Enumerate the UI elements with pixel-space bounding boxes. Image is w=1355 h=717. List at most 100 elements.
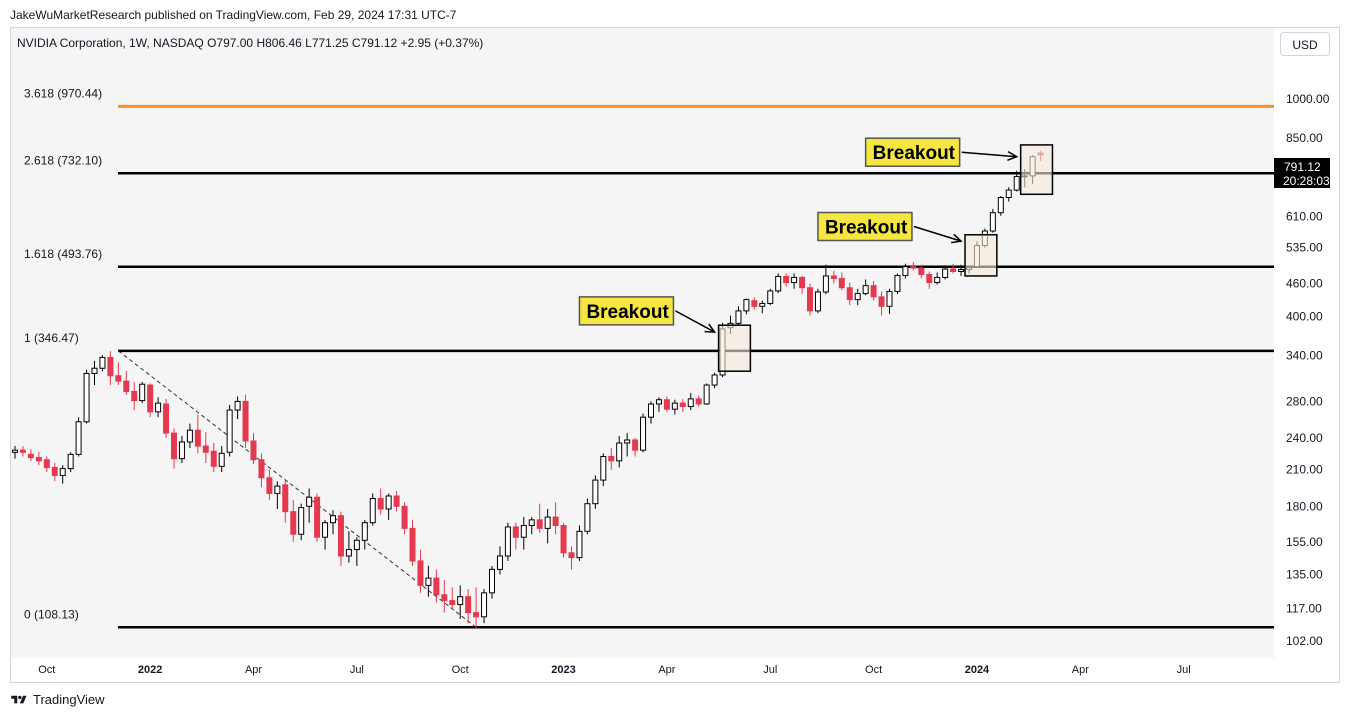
candle-body <box>163 403 170 434</box>
candle-body <box>751 300 758 307</box>
candle-body <box>767 290 774 304</box>
y-axis-tick-label: 340.00 <box>1286 348 1323 362</box>
candle-body <box>51 466 58 476</box>
candle-body <box>361 522 368 541</box>
candle-body <box>19 449 26 453</box>
candle-body <box>902 266 909 276</box>
trendline <box>118 350 477 628</box>
currency-button[interactable]: USD <box>1280 32 1330 56</box>
candle-body <box>12 449 18 453</box>
candle-body <box>290 511 297 535</box>
candle-body <box>950 268 957 272</box>
publisher-line: JakeWuMarketResearch published on Tradin… <box>10 8 457 22</box>
candle-body <box>997 197 1004 214</box>
candle-body <box>552 516 559 527</box>
candle-body <box>1005 189 1012 199</box>
candle-body <box>59 468 66 476</box>
candle-body <box>147 384 154 413</box>
y-axis-tick-label: 180.00 <box>1286 499 1323 513</box>
footer: TradingView <box>10 692 105 707</box>
y-axis-tick-label: 850.00 <box>1286 131 1323 145</box>
candle-body <box>178 441 185 460</box>
candle-body <box>846 287 853 301</box>
y-axis-tick-label: 210.00 <box>1286 463 1323 477</box>
candle-body <box>171 432 177 460</box>
breakout-arrowhead <box>951 233 963 244</box>
candle-body <box>210 450 217 467</box>
breakout-label: Breakout <box>586 302 669 323</box>
candle-body <box>433 577 440 596</box>
y-axis-tick-label: 240.00 <box>1286 431 1323 445</box>
candle-body <box>624 439 631 444</box>
candle-body <box>99 356 106 369</box>
candle-body <box>576 530 583 559</box>
candle-body <box>35 457 42 462</box>
candle-body <box>958 269 965 272</box>
fib-level-label: 0 (108.13) <box>24 607 79 621</box>
breakout-arrow <box>675 310 715 333</box>
x-axis-tick-label: 2023 <box>551 664 575 676</box>
candle-body <box>894 274 901 292</box>
x-axis-tick-label: Oct <box>452 664 469 676</box>
breakout-arrow <box>913 225 962 242</box>
candle-body <box>878 296 885 307</box>
candle-body <box>258 459 265 479</box>
y-axis-tick-label: 610.00 <box>1286 210 1323 224</box>
candle-body <box>504 526 511 557</box>
candle-body <box>687 398 694 408</box>
candle-body <box>107 356 114 377</box>
candle-body <box>862 285 869 295</box>
candle-body <box>592 479 599 505</box>
candle-body <box>377 498 384 510</box>
y-axis-tick-label: 117.00 <box>1286 602 1322 616</box>
candle-body <box>123 380 130 392</box>
candle-body <box>314 496 321 538</box>
candle-body <box>759 302 766 307</box>
candle-body <box>663 399 670 410</box>
candle-body <box>743 299 750 312</box>
breakout-box <box>964 234 998 277</box>
candle-body <box>115 375 122 382</box>
candle-body <box>282 484 289 513</box>
tradingview-logo-icon <box>11 695 27 703</box>
axes-layer: 1000.00850.00735.00610.00535.00460.00400… <box>38 92 1329 676</box>
fib-level-label: 2.618 (732.10) <box>24 153 102 167</box>
candle-body <box>496 555 503 570</box>
candle-body <box>600 456 607 481</box>
candle-body <box>536 519 543 529</box>
candle-body <box>942 268 949 278</box>
candle-body <box>528 519 535 527</box>
candle-body <box>910 266 917 269</box>
candle-body <box>671 402 678 410</box>
candle-body <box>838 277 845 289</box>
candle-body <box>679 402 686 408</box>
candle-body <box>266 477 273 494</box>
breakout-arrowhead <box>1007 150 1019 162</box>
candle-body <box>608 456 615 462</box>
y-axis-tick-label: 102.00 <box>1286 634 1323 648</box>
candle-body <box>337 515 344 557</box>
candle-body <box>799 276 806 289</box>
candle-body <box>155 402 162 413</box>
y-axis-tick-label: 535.00 <box>1286 241 1323 255</box>
price-tag-background <box>1274 158 1330 188</box>
candle-body <box>449 600 456 606</box>
candle-body <box>560 525 567 554</box>
footer-brand[interactable]: TradingView <box>33 692 105 707</box>
candle-body <box>441 594 448 602</box>
breakout-label-box <box>817 211 913 242</box>
candle-body <box>473 612 480 618</box>
breakout-box <box>717 324 752 372</box>
fib-level-label: 3.618 (970.44) <box>24 86 102 100</box>
candle-body <box>870 285 877 298</box>
plot-area[interactable] <box>11 28 1274 658</box>
candle-body <box>139 383 146 402</box>
breakout-label-box <box>864 137 961 167</box>
y-axis-tick-label: 135.00 <box>1286 568 1323 582</box>
candle-body <box>226 409 233 453</box>
breakout-label-box <box>578 296 675 326</box>
y-axis-tick-label: 1000.00 <box>1286 92 1330 106</box>
x-axis-tick-label: Jul <box>1177 664 1191 676</box>
breakout-label: Breakout <box>825 218 908 239</box>
